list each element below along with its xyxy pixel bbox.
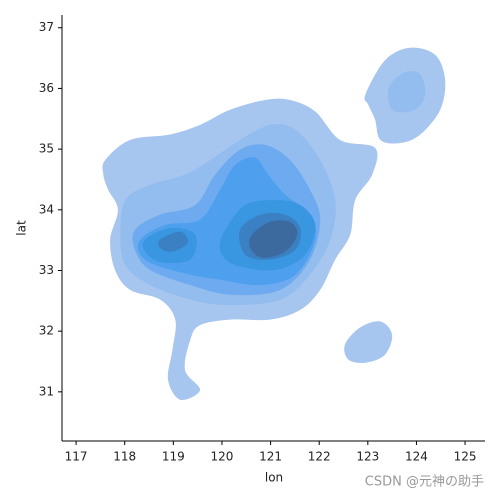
- y-tick-label: 35: [39, 142, 54, 156]
- watermark: CSDN @元神の助手: [365, 475, 484, 490]
- density-contour: [344, 321, 393, 364]
- x-tick-label: 121: [259, 450, 282, 464]
- x-tick-label: 120: [211, 450, 234, 464]
- x-tick-label: 118: [113, 450, 136, 464]
- density-contour: [387, 71, 426, 113]
- y-tick-label: 32: [39, 324, 54, 338]
- y-tick-label: 33: [39, 263, 54, 277]
- x-tick-label: 123: [356, 450, 379, 464]
- x-tick-label: 117: [65, 450, 88, 464]
- y-tick-label: 36: [39, 81, 54, 95]
- y-tick-label: 37: [39, 20, 54, 34]
- x-tick-label: 122: [308, 450, 331, 464]
- x-axis-label: lon: [265, 471, 283, 485]
- y-tick-label: 31: [39, 384, 54, 398]
- density-contour: [249, 220, 298, 258]
- x-tick-label: 119: [162, 450, 185, 464]
- y-tick-label: 34: [39, 202, 54, 216]
- density-contour: [158, 231, 189, 252]
- x-tick-label: 125: [454, 450, 477, 464]
- x-tick-label: 124: [405, 450, 428, 464]
- y-axis-label: lat: [15, 220, 29, 236]
